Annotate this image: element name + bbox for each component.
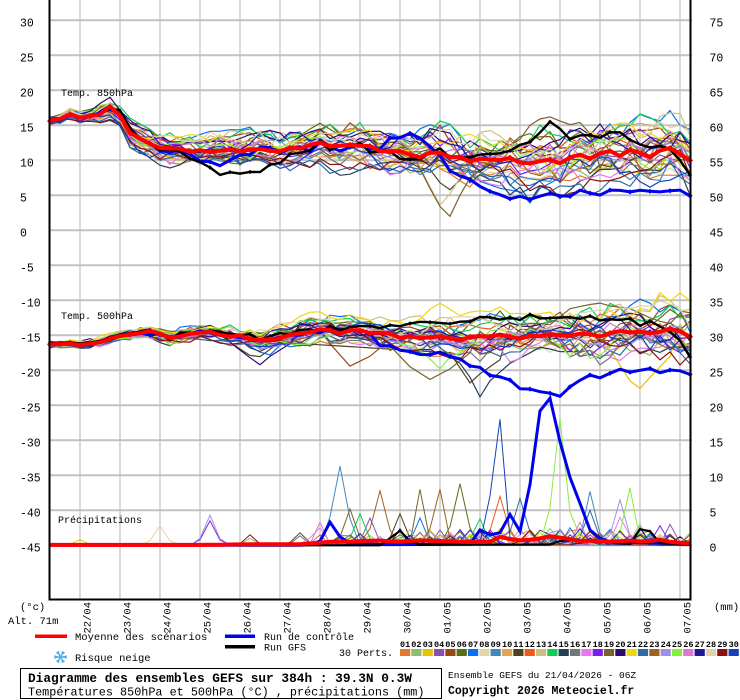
svg-text:15: 15 bbox=[559, 640, 569, 650]
svg-text:15: 15 bbox=[710, 437, 724, 450]
svg-text:Temp. 500hPa: Temp. 500hPa bbox=[61, 311, 133, 323]
svg-text:Moyenne des scénarios: Moyenne des scénarios bbox=[75, 632, 207, 644]
svg-text:02/05: 02/05 bbox=[483, 602, 495, 634]
svg-text:30/04: 30/04 bbox=[403, 602, 415, 634]
svg-text:Précipitations: Précipitations bbox=[58, 515, 142, 527]
svg-text:-15: -15 bbox=[20, 332, 41, 345]
svg-text:Diagramme des ensembles GEFS s: Diagramme des ensembles GEFS sur 384h : … bbox=[28, 671, 412, 686]
svg-text:-5: -5 bbox=[20, 262, 34, 275]
svg-text:25: 25 bbox=[672, 640, 682, 650]
svg-text:16: 16 bbox=[570, 640, 580, 650]
svg-text:50: 50 bbox=[710, 192, 724, 205]
svg-text:15: 15 bbox=[20, 122, 34, 135]
svg-text:01: 01 bbox=[400, 640, 410, 650]
svg-text:17: 17 bbox=[581, 640, 591, 650]
svg-text:0: 0 bbox=[20, 227, 27, 240]
svg-text:45: 45 bbox=[710, 227, 724, 240]
svg-text:70: 70 bbox=[710, 52, 724, 65]
svg-text:28: 28 bbox=[706, 640, 716, 650]
svg-text:05/05: 05/05 bbox=[603, 602, 615, 634]
svg-text:Ensemble GEFS du 21/04/2026 -: Ensemble GEFS du 21/04/2026 - 06Z bbox=[448, 670, 636, 681]
svg-text:Alt. 71m: Alt. 71m bbox=[8, 616, 58, 628]
svg-text:Temp. 850hPa: Temp. 850hPa bbox=[61, 88, 133, 100]
svg-text:30: 30 bbox=[729, 640, 739, 650]
svg-text:30: 30 bbox=[710, 332, 724, 345]
svg-text:-20: -20 bbox=[20, 367, 41, 380]
svg-text:10: 10 bbox=[710, 472, 724, 485]
svg-text:06: 06 bbox=[457, 640, 467, 650]
svg-text:07: 07 bbox=[468, 640, 478, 650]
svg-text:60: 60 bbox=[710, 122, 724, 135]
svg-text:04: 04 bbox=[434, 640, 444, 650]
svg-text:35: 35 bbox=[710, 297, 724, 310]
svg-text:-35: -35 bbox=[20, 472, 41, 485]
svg-text:19: 19 bbox=[604, 640, 614, 650]
svg-text:(mm): (mm) bbox=[714, 602, 739, 614]
svg-text:Run GFS: Run GFS bbox=[264, 644, 306, 655]
svg-text:23: 23 bbox=[649, 640, 659, 650]
svg-text:25: 25 bbox=[20, 52, 34, 65]
svg-text:20: 20 bbox=[20, 87, 34, 100]
svg-text:21: 21 bbox=[627, 640, 637, 650]
svg-text:27: 27 bbox=[695, 640, 705, 650]
svg-text:07/05: 07/05 bbox=[683, 602, 695, 634]
svg-text:-40: -40 bbox=[20, 507, 41, 520]
svg-text:28/04: 28/04 bbox=[323, 602, 335, 634]
svg-text:26/04: 26/04 bbox=[243, 602, 255, 634]
svg-text:18: 18 bbox=[593, 640, 603, 650]
svg-text:55: 55 bbox=[710, 157, 724, 170]
svg-text:0: 0 bbox=[710, 542, 717, 555]
svg-text:03/05: 03/05 bbox=[523, 602, 535, 634]
svg-text:29/04: 29/04 bbox=[363, 602, 375, 634]
svg-text:Copyright 2026 Meteociel.fr: Copyright 2026 Meteociel.fr bbox=[448, 685, 634, 698]
svg-text:-10: -10 bbox=[20, 297, 41, 310]
svg-text:5: 5 bbox=[710, 507, 717, 520]
svg-text:12: 12 bbox=[525, 640, 535, 650]
svg-text:02: 02 bbox=[411, 640, 421, 650]
svg-text:Risque neige: Risque neige bbox=[75, 653, 151, 665]
svg-text:04/05: 04/05 bbox=[563, 602, 575, 634]
svg-text:75: 75 bbox=[710, 17, 724, 30]
svg-text:14: 14 bbox=[547, 640, 557, 650]
svg-text:30 Perts.: 30 Perts. bbox=[339, 649, 393, 660]
svg-text:30: 30 bbox=[20, 17, 34, 30]
svg-text:26: 26 bbox=[683, 640, 693, 650]
svg-text:05: 05 bbox=[445, 640, 455, 650]
svg-text:23/04: 23/04 bbox=[123, 602, 135, 634]
svg-text:22/04: 22/04 bbox=[83, 602, 95, 634]
svg-text:13: 13 bbox=[536, 640, 546, 650]
svg-text:27/04: 27/04 bbox=[283, 602, 295, 634]
svg-text:5: 5 bbox=[20, 192, 27, 205]
svg-text:06/05: 06/05 bbox=[643, 602, 655, 634]
svg-text:65: 65 bbox=[710, 87, 724, 100]
svg-text:25: 25 bbox=[710, 367, 724, 380]
svg-text:Températures 850hPa et 500hPa: Températures 850hPa et 500hPa (°C) , pré… bbox=[28, 686, 424, 700]
svg-text:(°c): (°c) bbox=[20, 602, 45, 614]
svg-text:20: 20 bbox=[615, 640, 625, 650]
svg-text:25/04: 25/04 bbox=[203, 602, 215, 634]
svg-text:Run de contrôle: Run de contrôle bbox=[264, 632, 354, 644]
svg-text:24/04: 24/04 bbox=[163, 602, 175, 634]
svg-text:-25: -25 bbox=[20, 402, 41, 415]
svg-text:09: 09 bbox=[491, 640, 501, 650]
svg-text:08: 08 bbox=[479, 640, 489, 650]
svg-text:40: 40 bbox=[710, 262, 724, 275]
svg-text:24: 24 bbox=[661, 640, 671, 650]
svg-text:10: 10 bbox=[502, 640, 512, 650]
svg-text:20: 20 bbox=[710, 402, 724, 415]
svg-text:11: 11 bbox=[513, 640, 523, 650]
svg-text:-30: -30 bbox=[20, 437, 41, 450]
svg-text:10: 10 bbox=[20, 157, 34, 170]
svg-text:01/05: 01/05 bbox=[443, 602, 455, 634]
svg-text:22: 22 bbox=[638, 640, 648, 650]
svg-text:-45: -45 bbox=[20, 542, 41, 555]
svg-text:29: 29 bbox=[717, 640, 727, 650]
svg-text:03: 03 bbox=[423, 640, 433, 650]
